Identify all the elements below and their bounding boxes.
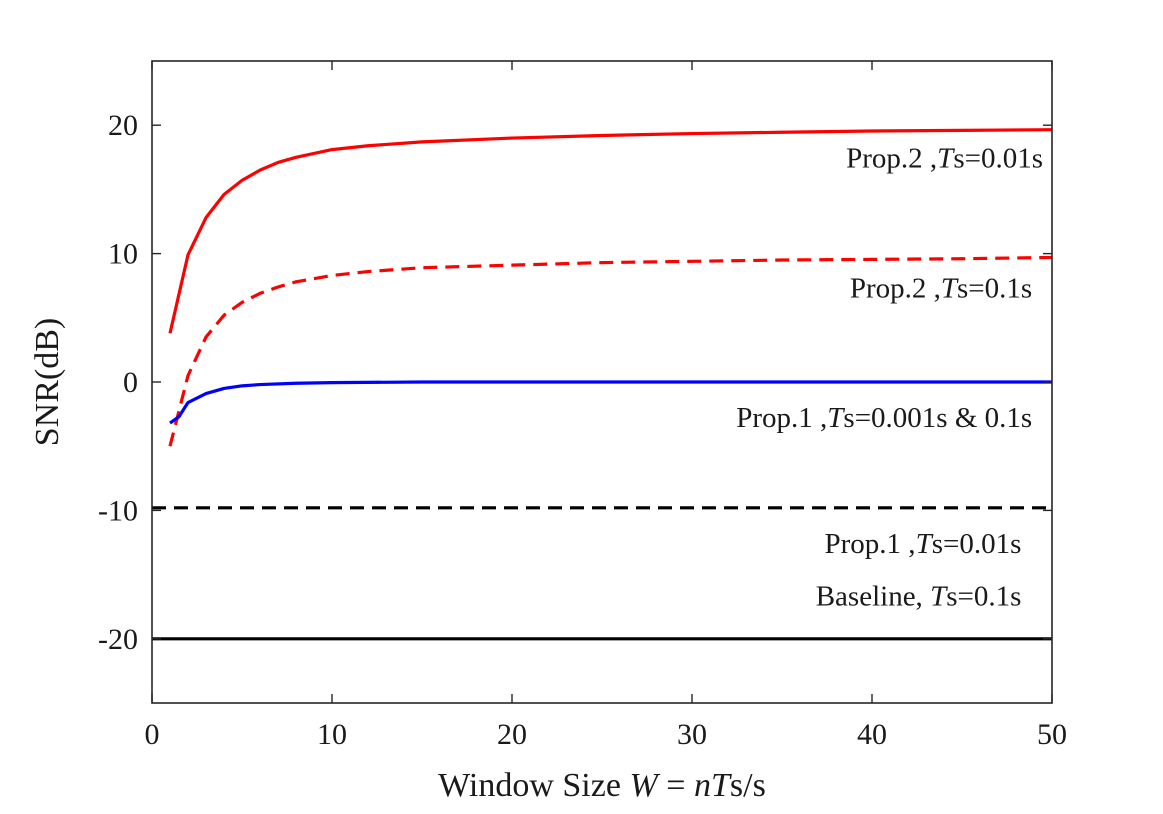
x-axis-title-T: T [711,767,732,804]
series-label-part: T [916,528,934,560]
series-label-part: T [930,580,948,612]
x-tick-label: 10 [317,718,347,751]
series-line-1 [168,255,1053,447]
series-label-part: T [937,143,955,175]
series-label-part: Prop.2 , [846,143,937,175]
x-axis-title-sub: s [730,767,743,804]
series-label-part: Baseline, [816,580,930,612]
tick-layer: 0 10 20 30 40 50 -20 -10 0 10 20 [98,61,1067,751]
series-line-0 [168,128,1053,334]
series-label-part: T [941,272,959,304]
x-tick-label: 50 [1037,718,1067,751]
series-layer [152,128,1053,641]
series-label-part: Prop.1 , [736,402,827,434]
y-axis-title: SNR(dB) [29,318,66,446]
x-tick-label: 40 [857,718,887,751]
series-label-part: s=0.001s & 0.1s [843,402,1032,434]
x-axis-title-w: W [629,767,660,804]
x-axis-title: Window Size W = nTs/s [438,767,766,804]
series-label-3: Prop.1 ,Ts=0.01s [825,528,1022,560]
x-axis-title-prefix: Window Size [438,767,621,804]
x-axis-title-n: n [694,767,711,804]
series-label-part: s=0.1s [957,272,1032,304]
y-tick-label: 10 [108,238,138,271]
series-label-part: Prop.1 , [825,528,916,560]
series-label-part: T [827,402,845,434]
series-label-2: Prop.1 ,Ts=0.001s & 0.1s [736,402,1032,434]
series-line-2 [169,380,1052,425]
x-tick-label: 0 [145,718,160,751]
series-label-part: s=0.01s [953,143,1043,175]
series-label-4: Baseline, Ts=0.1s [816,580,1022,612]
series-label-part: Prop.2 , [850,272,941,304]
y-tick-label: 20 [108,109,138,142]
series-label-0: Prop.2 ,Ts=0.01s [846,143,1043,175]
y-tick-label: -10 [98,494,138,527]
x-tick-label: 20 [497,718,527,751]
series-label-part: s=0.1s [946,580,1021,612]
y-tick-label: -20 [98,623,138,656]
y-tick-label: 0 [123,366,138,399]
x-axis-title-eq: = [666,767,685,804]
series-label-1: Prop.2 ,Ts=0.1s [850,272,1032,304]
series-label-part: s=0.01s [932,528,1022,560]
x-tick-label: 30 [677,718,707,751]
x-axis-title-unit: /s [743,767,766,804]
